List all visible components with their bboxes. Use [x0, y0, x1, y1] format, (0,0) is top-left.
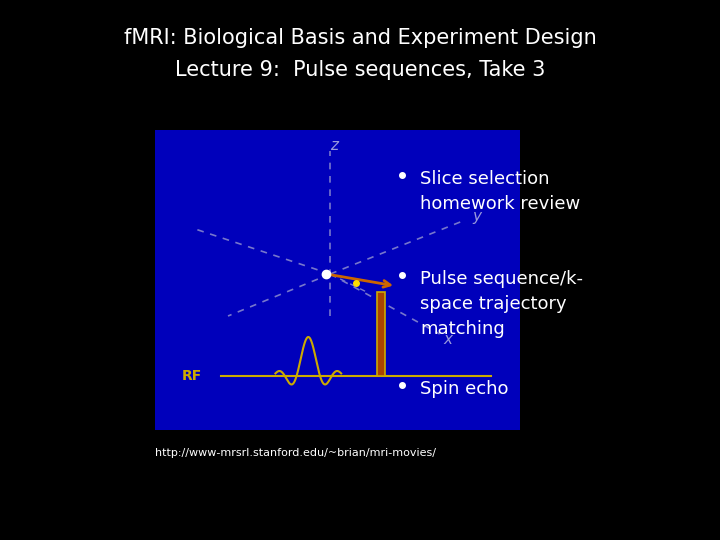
Text: Slice selection
homework review: Slice selection homework review: [420, 170, 580, 213]
Text: Lecture 9:  Pulse sequences, Take 3: Lecture 9: Pulse sequences, Take 3: [175, 60, 545, 80]
Bar: [155, 130, 520, 430]
Text: Pulse sequence/k-
space trajectory
matching: Pulse sequence/k- space trajectory match…: [420, 270, 583, 338]
Text: fMRI: Biological Basis and Experiment Design: fMRI: Biological Basis and Experiment De…: [124, 28, 596, 48]
Bar: [377, 292, 385, 376]
Text: x: x: [444, 333, 452, 348]
Text: z: z: [330, 138, 338, 152]
Text: y: y: [473, 208, 482, 224]
Text: http://www-mrsrl.stanford.edu/~brian/mri-movies/: http://www-mrsrl.stanford.edu/~brian/mri…: [155, 448, 436, 458]
Text: RF: RF: [181, 369, 202, 383]
Text: Spin echo: Spin echo: [420, 380, 508, 398]
